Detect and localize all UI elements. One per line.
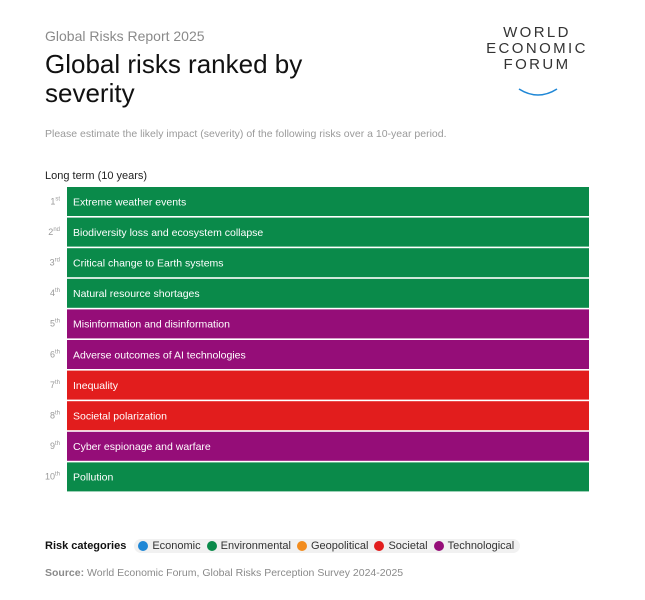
legend-label-technological: Technological <box>447 540 515 552</box>
risk-label-4: Natural resource shortages <box>73 288 200 300</box>
rank-label-10: 10th <box>45 472 60 482</box>
rank-label-6: 6th <box>50 349 60 359</box>
risk-label-8: Societal polarization <box>73 411 167 423</box>
legend-dot-geopolitical <box>296 541 307 551</box>
legend-item-economic: Economic <box>138 540 201 552</box>
legend: Risk categories Economic Environmental G… <box>45 538 521 554</box>
rank-label-3: 3rd <box>50 258 60 268</box>
risk-label-2: Biodiversity loss and ecosystem collapse <box>73 227 263 239</box>
legend-dot-economic <box>138 541 149 551</box>
risk-label-6: Adverse outcomes of AI technologies <box>73 349 246 361</box>
risk-bar-7 <box>67 370 589 400</box>
logo-line-2: ECONOMIC <box>486 40 588 57</box>
wef-logo: WORLD ECONOMIC FORUM <box>472 24 602 96</box>
rank-label-2: 2nd <box>48 227 60 237</box>
rank-label-9: 9th <box>50 441 60 451</box>
legend-label-economic: Economic <box>152 540 201 552</box>
risk-label-10: Pollution <box>73 472 113 484</box>
rank-label-1: 1st <box>50 196 60 206</box>
risk-bar-1 <box>67 187 589 216</box>
legend-dot-societal <box>374 541 385 551</box>
rank-label-4: 4th <box>50 288 60 298</box>
risk-bar-9 <box>67 431 589 461</box>
report-name: Global Risks Report 2025 <box>45 28 205 44</box>
legend-label-geopolitical: Geopolitical <box>310 540 369 552</box>
rank-label-5: 5th <box>50 319 60 329</box>
legend-dot-environmental <box>206 541 217 551</box>
time-horizon-label: Long term (10 years) <box>45 170 148 182</box>
risk-bar-8 <box>67 401 589 431</box>
legend-label-environmental: Environmental <box>220 540 291 552</box>
risk-bar-2 <box>67 217 589 247</box>
rank-label-8: 8th <box>50 411 60 421</box>
legend-title: Risk categories <box>45 540 127 552</box>
logo-line-3: FORUM <box>503 56 571 73</box>
rank-label-7: 7th <box>50 380 60 390</box>
risk-label-5: Misinformation and disinformation <box>73 319 230 331</box>
risk-bar-10 <box>67 462 589 492</box>
risk-label-9: Cyber espionage and warfare <box>73 441 211 453</box>
legend-dot-technological <box>433 541 444 551</box>
risk-bar-4 <box>67 278 589 308</box>
source-note: Source: World Economic Forum, Global Ris… <box>45 567 403 579</box>
legend-item-technological: Technological <box>433 540 515 552</box>
logo-line-1: WORLD <box>503 24 571 41</box>
legend-label-societal: Societal <box>388 540 428 552</box>
page-title: Global risks ranked by severity <box>45 49 303 108</box>
source-label: Source: <box>45 567 85 579</box>
risk-bar-5 <box>67 309 589 339</box>
risk-label-3: Critical change to Earth systems <box>73 258 224 270</box>
source-text: World Economic Forum, Global Risks Perce… <box>84 567 404 579</box>
risk-bar-3 <box>67 248 589 278</box>
legend-item-societal: Societal <box>374 540 428 552</box>
risk-label-7: Inequality <box>73 380 119 392</box>
legend-item-environmental: Environmental <box>206 540 291 552</box>
chart-subtitle: Please estimate the likely impact (sever… <box>45 128 447 140</box>
logo-arc-icon <box>518 88 558 96</box>
legend-item-geopolitical: Geopolitical <box>296 540 369 552</box>
legend-box: Economic Environmental Geopolitical Soci… <box>134 539 521 553</box>
risk-label-1: Extreme weather events <box>73 196 186 208</box>
risk-bar-6 <box>67 340 589 369</box>
